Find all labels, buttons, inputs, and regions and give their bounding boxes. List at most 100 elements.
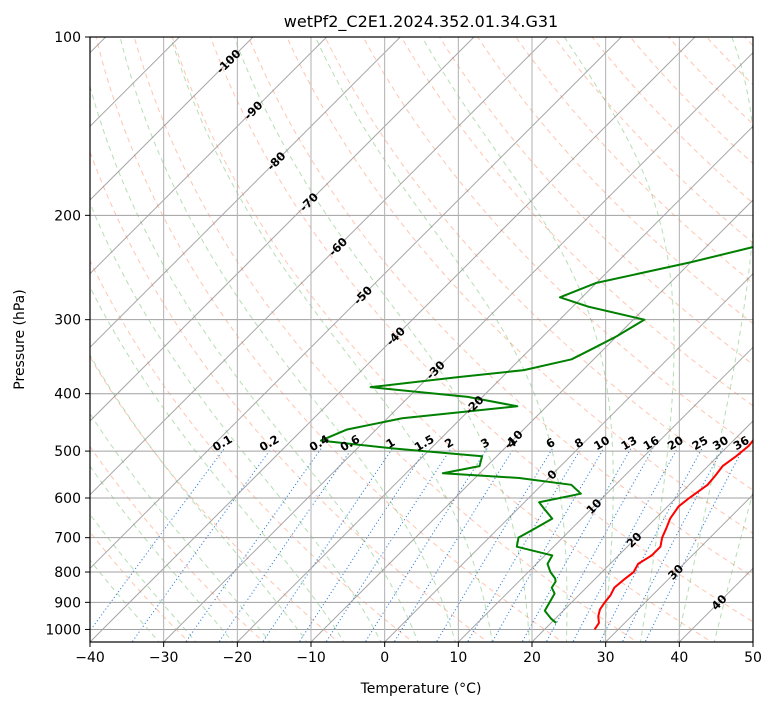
isotherm bbox=[163, 51, 753, 642]
x-tick-label: 0 bbox=[380, 650, 389, 666]
moist-adiabat bbox=[90, 84, 419, 642]
dry-adiabat bbox=[171, 37, 713, 642]
moist-adiabat bbox=[90, 513, 197, 642]
mixing-ratio-line bbox=[298, 448, 427, 642]
dry-adiabat bbox=[90, 356, 339, 642]
isotherm bbox=[90, 37, 475, 422]
x-tick-label: 40 bbox=[670, 650, 688, 666]
moist-adiabat bbox=[90, 201, 382, 642]
mixing-ratio-label: 13 bbox=[619, 433, 640, 453]
y-tick-label: 200 bbox=[54, 208, 81, 224]
line-labels: 0.1 0.2 0.4 0.6 1 1.5 2 3 4 6 8 10 13 16 20 25 30 36-100-… bbox=[210, 46, 752, 613]
dry-adiabat bbox=[90, 445, 265, 642]
dry-adiabat bbox=[400, 37, 753, 407]
moist-adiabat bbox=[233, 37, 530, 642]
moist-adiabat bbox=[713, 490, 753, 642]
isotherm bbox=[236, 125, 753, 642]
isotherm bbox=[384, 272, 753, 642]
mixing-ratio-line bbox=[521, 448, 632, 642]
moist-adiabat bbox=[90, 412, 271, 642]
x-tick-label: 20 bbox=[523, 650, 541, 666]
dry-adiabat bbox=[438, 37, 753, 366]
temperature-profile-line bbox=[593, 438, 753, 631]
isotherm bbox=[605, 493, 753, 642]
plot-frame bbox=[89, 36, 754, 643]
mixing-ratio-label: 16 bbox=[641, 433, 662, 453]
y-tick-label: 700 bbox=[54, 531, 81, 547]
isotherm bbox=[752, 641, 753, 642]
dry-adiabat bbox=[248, 37, 753, 578]
y-tick-label: 900 bbox=[54, 595, 81, 611]
dry-adiabat bbox=[286, 37, 753, 534]
x-axis-label: Temperature (°C) bbox=[360, 681, 482, 697]
x-tick-label: 30 bbox=[597, 650, 615, 666]
x-tick-label: −20 bbox=[223, 650, 253, 666]
dry-adiabat bbox=[209, 37, 753, 623]
mixing-ratio-line bbox=[131, 448, 272, 642]
dry-adiabat bbox=[90, 531, 190, 642]
dry-adiabat bbox=[133, 37, 638, 642]
x-tick-label: 50 bbox=[744, 650, 762, 666]
mixing-ratio-label: 25 bbox=[690, 433, 711, 453]
profiles bbox=[319, 246, 753, 631]
axes: −40 −30 −20 −10 0 10 20 30 40 50 100 200 300 400 500 60… bbox=[45, 30, 762, 666]
moist-adiabat bbox=[90, 465, 234, 642]
y-tick-label: 600 bbox=[54, 491, 81, 507]
moist-adiabat bbox=[563, 37, 675, 642]
y-tick-label: 300 bbox=[54, 313, 81, 329]
gridlines bbox=[90, 37, 753, 642]
moist-adiabat bbox=[119, 37, 456, 642]
dry-adiabat bbox=[90, 259, 414, 642]
dry-adiabat bbox=[705, 37, 753, 86]
isotherm bbox=[90, 37, 401, 349]
mixing-ratio-line bbox=[90, 448, 225, 632]
chart-title: wetPf2_C2E1.2024.352.01.34.G31 bbox=[284, 12, 558, 32]
dry-adiabat bbox=[90, 150, 489, 642]
dry-adiabat bbox=[667, 37, 753, 125]
y-tick-label: 400 bbox=[54, 387, 81, 403]
mixing-ratio-label: 36 bbox=[731, 433, 752, 453]
x-tick-label: −10 bbox=[296, 650, 326, 666]
mixing-ratio-line bbox=[262, 448, 393, 642]
mixing-ratio-line bbox=[393, 448, 515, 642]
moist-adiabat bbox=[170, 37, 493, 642]
mixing-ratio-line bbox=[644, 448, 744, 642]
mixing-ratio-label: 30 bbox=[710, 433, 731, 453]
mixing-ratio-label: 20 bbox=[665, 433, 686, 453]
mixing-ratio-label: 10 bbox=[591, 433, 612, 453]
dry-adiabat bbox=[324, 37, 753, 491]
y-tick-label: 100 bbox=[54, 30, 81, 46]
dry-adiabat bbox=[515, 37, 753, 284]
x-tick-label: 10 bbox=[449, 650, 467, 666]
y-tick-label: 800 bbox=[54, 565, 81, 581]
dry-adiabat bbox=[770, 24, 775, 645]
mixing-ratio-line bbox=[218, 448, 353, 642]
moist-adiabat bbox=[314, 37, 568, 642]
x-tick-label: −40 bbox=[75, 650, 105, 666]
isotherm bbox=[90, 37, 696, 642]
isotherm bbox=[531, 420, 753, 642]
isotherm bbox=[678, 567, 753, 642]
isotherm bbox=[90, 37, 328, 275]
isotherm bbox=[90, 37, 622, 570]
mixing-ratio-line bbox=[325, 448, 452, 642]
moist-adiabat bbox=[90, 354, 308, 642]
y-tick-label: 500 bbox=[54, 444, 81, 460]
isotherm bbox=[90, 37, 254, 201]
dewpoint-profile-line bbox=[319, 246, 753, 624]
mixing-ratio-line bbox=[185, 448, 322, 642]
x-tick-label: −30 bbox=[149, 650, 179, 666]
isotherm bbox=[90, 37, 549, 496]
y-tick-label: 1000 bbox=[45, 622, 81, 638]
mixing-ratio-label: 6 bbox=[544, 435, 558, 451]
mixing-ratio-line bbox=[572, 448, 678, 642]
moist-adiabat bbox=[421, 37, 614, 642]
isotherm bbox=[457, 346, 753, 642]
mixing-ratio-line bbox=[364, 448, 488, 642]
isotherm bbox=[310, 199, 753, 642]
mixing-ratio-label: 3 bbox=[478, 435, 492, 451]
y-axis-label: Pressure (hPa) bbox=[12, 289, 28, 389]
mixing-ratio-line bbox=[545, 448, 654, 642]
mixing-ratio-line bbox=[621, 448, 723, 642]
